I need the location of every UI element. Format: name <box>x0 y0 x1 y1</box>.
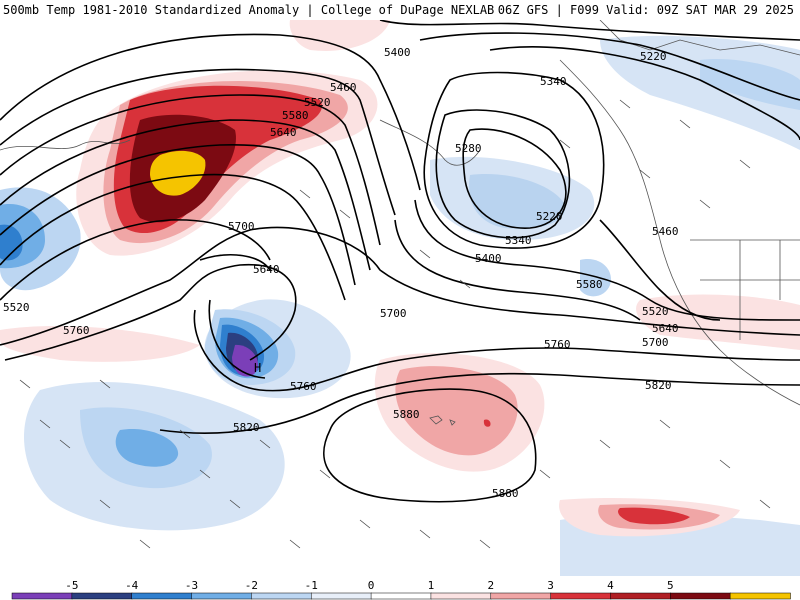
contour-label: 5220 <box>640 50 667 63</box>
coastlines <box>0 20 800 426</box>
contour-label: 5640 <box>270 126 297 139</box>
colorbar-tick-label: 2 <box>487 579 494 592</box>
height-contours <box>0 20 800 503</box>
contour-label: 5760 <box>63 324 90 337</box>
colorbar-swatch <box>71 592 133 600</box>
colorbar-tick-label: 0 <box>368 579 375 592</box>
model-run-label: 06Z GFS | F099 Valid: 09Z SAT MAR 29 202… <box>497 3 794 17</box>
contour-label: 5520 <box>304 96 331 109</box>
colorbar-swatch <box>310 592 372 600</box>
contour-label: 5460 <box>652 225 679 238</box>
wind-barbs <box>19 99 771 549</box>
contour-label: 5880 <box>492 487 519 500</box>
contour-labels: 5400 5460 5520 5580 5640 5700 5640 5760 … <box>3 46 679 500</box>
colorbar-tick-label: 5 <box>667 579 674 592</box>
contour-label: 5280 <box>455 142 482 155</box>
anomaly-shading <box>0 20 800 576</box>
colorbar-swatch <box>610 592 672 600</box>
colorbar-swatch <box>430 592 492 600</box>
contour-label: 5580 <box>576 278 603 291</box>
colorbar-swatch <box>191 592 253 600</box>
colorbar-swatch <box>370 592 432 600</box>
contour-label: 5340 <box>505 234 532 247</box>
contour-label: 5520 <box>642 305 669 318</box>
colorbar-tick-label: -2 <box>245 579 258 592</box>
colorbar-tick-label: 4 <box>607 579 614 592</box>
contour-label: 5700 <box>642 336 669 349</box>
colorbar-tick-label: 3 <box>547 579 554 592</box>
contour-label: 5640 <box>652 322 679 335</box>
colorbar-swatch <box>11 592 73 600</box>
contour-label: 5700 <box>228 220 255 233</box>
colorbar-swatch <box>490 592 552 600</box>
contour-label: 5340 <box>540 75 567 88</box>
contour-label: 5640 <box>253 263 280 276</box>
colorbar-tick-label: 1 <box>428 579 435 592</box>
contour-label: 5580 <box>282 109 309 122</box>
contour-label: 5820 <box>645 379 672 392</box>
low-center-label: H <box>254 361 261 375</box>
header: 500mb Temp 1981-2010 Standardized Anomal… <box>0 0 800 20</box>
colorbar-swatch <box>670 592 731 600</box>
colorbar-swatch <box>251 592 312 600</box>
colorbar-swatch <box>550 592 612 600</box>
colorbar-swatch <box>729 592 791 600</box>
contour-label: 5760 <box>544 338 571 351</box>
colorbar-tick-label: -3 <box>185 579 198 592</box>
contour-label: 5700 <box>380 307 407 320</box>
colorbar-tick-label: -1 <box>305 579 318 592</box>
contour-label: 5400 <box>384 46 411 59</box>
colorbar-swatch <box>131 592 193 600</box>
map-title: 500mb Temp 1981-2010 Standardized Anomal… <box>3 3 495 17</box>
colorbar-tick-label: -4 <box>125 579 139 592</box>
contour-label: 5400 <box>475 252 502 265</box>
colorbar-tick-label: -5 <box>65 579 78 592</box>
contour-label: 5460 <box>330 81 357 94</box>
contour-label: 5520 <box>3 301 30 314</box>
contour-label: 5760 <box>290 380 317 393</box>
contour-label: 5820 <box>233 421 260 434</box>
contour-label: 5880 <box>393 408 420 421</box>
colorbar: -5 -4 -3 -2 -1 0 1 2 3 4 5 <box>11 579 791 600</box>
weather-map: 5400 5460 5520 5580 5640 5700 5640 5760 … <box>0 20 800 576</box>
contour-label: 5220 <box>536 210 563 223</box>
